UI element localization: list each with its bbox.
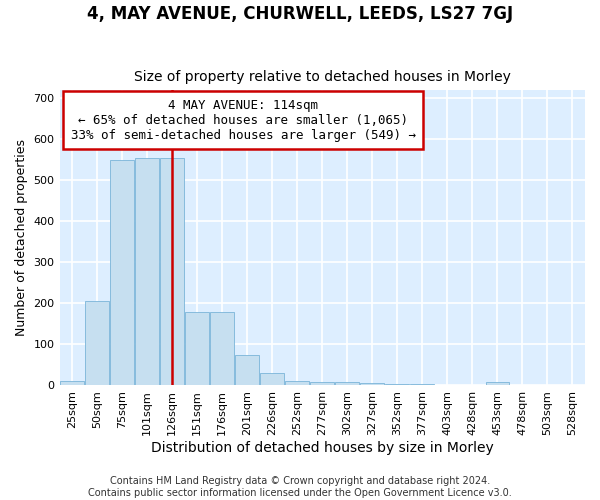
Text: 4, MAY AVENUE, CHURWELL, LEEDS, LS27 7GJ: 4, MAY AVENUE, CHURWELL, LEEDS, LS27 7GJ [87, 5, 513, 23]
Bar [461, 384, 484, 386]
Bar [260, 373, 284, 386]
Bar [160, 158, 184, 386]
Bar [485, 382, 509, 386]
Bar [436, 384, 459, 386]
Bar [135, 158, 159, 386]
Bar [60, 382, 84, 386]
Bar [110, 160, 134, 386]
X-axis label: Distribution of detached houses by size in Morley: Distribution of detached houses by size … [151, 441, 494, 455]
Bar [361, 384, 384, 386]
Bar [335, 382, 359, 386]
Bar [286, 380, 309, 386]
Bar [385, 384, 409, 386]
Y-axis label: Number of detached properties: Number of detached properties [15, 139, 28, 336]
Bar [511, 384, 535, 386]
Bar [185, 312, 209, 386]
Bar [210, 312, 234, 386]
Title: Size of property relative to detached houses in Morley: Size of property relative to detached ho… [134, 70, 511, 85]
Bar [235, 354, 259, 386]
Bar [410, 384, 434, 386]
Bar [310, 382, 334, 386]
Text: 4 MAY AVENUE: 114sqm
← 65% of detached houses are smaller (1,065)
33% of semi-de: 4 MAY AVENUE: 114sqm ← 65% of detached h… [71, 98, 416, 142]
Text: Contains HM Land Registry data © Crown copyright and database right 2024.
Contai: Contains HM Land Registry data © Crown c… [88, 476, 512, 498]
Bar [560, 384, 584, 386]
Bar [536, 384, 559, 386]
Bar [85, 302, 109, 386]
